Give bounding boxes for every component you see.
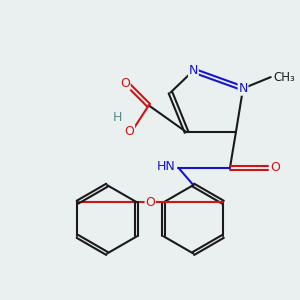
Text: CH₃: CH₃ — [274, 70, 296, 84]
Text: O: O — [120, 76, 130, 90]
Text: N: N — [189, 64, 198, 77]
Text: O: O — [145, 196, 155, 209]
Text: H: H — [113, 111, 122, 124]
Text: N: N — [238, 82, 248, 95]
Text: O: O — [124, 125, 134, 138]
Text: HN: HN — [157, 160, 176, 173]
Text: O: O — [271, 161, 281, 174]
